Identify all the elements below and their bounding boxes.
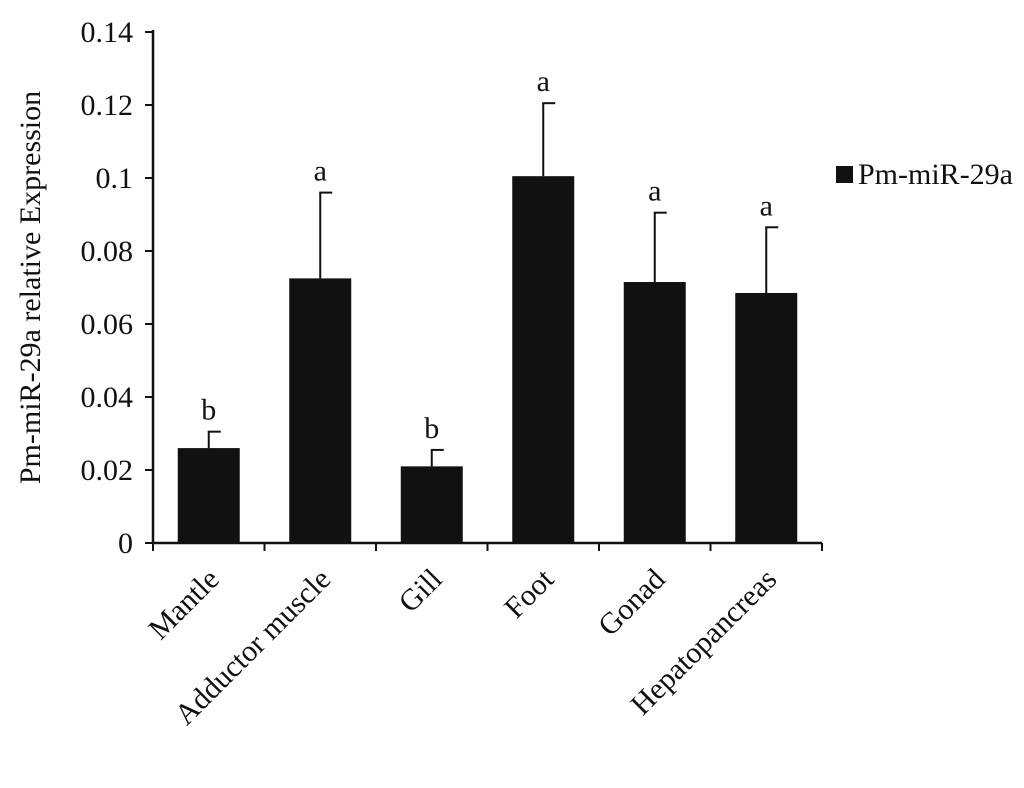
- significance-label: b: [424, 412, 439, 445]
- significance-label: a: [537, 65, 550, 98]
- y-tick-label: 0.08: [81, 235, 134, 268]
- significance-label: a: [648, 175, 661, 208]
- y-tick-label: 0.12: [81, 89, 134, 122]
- axes: [151, 30, 822, 545]
- y-tick-label: 0.06: [81, 308, 134, 341]
- bar: [400, 466, 463, 543]
- y-axis-title-group: Pm-miR-29a relative Expression: [14, 91, 47, 484]
- y-tick-label: 0.04: [81, 381, 134, 414]
- category-label: Gill: [392, 563, 448, 619]
- legend: Pm-miR-29a: [836, 158, 1013, 191]
- category-label: Foot: [498, 562, 561, 625]
- bar: [177, 448, 240, 543]
- y-tick-label: 0.02: [81, 454, 134, 487]
- y-axis-title: Pm-miR-29a relative Expression: [14, 91, 47, 484]
- category-label: Mantle: [142, 563, 225, 646]
- bar: [289, 278, 352, 543]
- y-tick-label: 0.1: [96, 162, 134, 195]
- significance-labels: b a b a a a: [201, 65, 773, 445]
- bars: [177, 176, 798, 544]
- significance-label: b: [201, 394, 216, 427]
- error-bars: [207, 102, 779, 467]
- bar: [735, 292, 798, 543]
- category-label: Gonad: [592, 563, 672, 643]
- y-tick-label: 0.14: [81, 16, 134, 49]
- significance-label: a: [314, 155, 327, 188]
- y-ticks: 0 0.02 0.04 0.06 0.08 0.1 0.12 0.14: [81, 16, 153, 560]
- legend-label: Pm-miR-29a: [858, 158, 1013, 191]
- legend-swatch: [836, 166, 853, 183]
- significance-label: a: [760, 189, 773, 222]
- bar: [512, 176, 575, 544]
- x-ticks: [152, 543, 823, 551]
- bar: [623, 282, 686, 543]
- y-tick-label: 0: [118, 527, 133, 560]
